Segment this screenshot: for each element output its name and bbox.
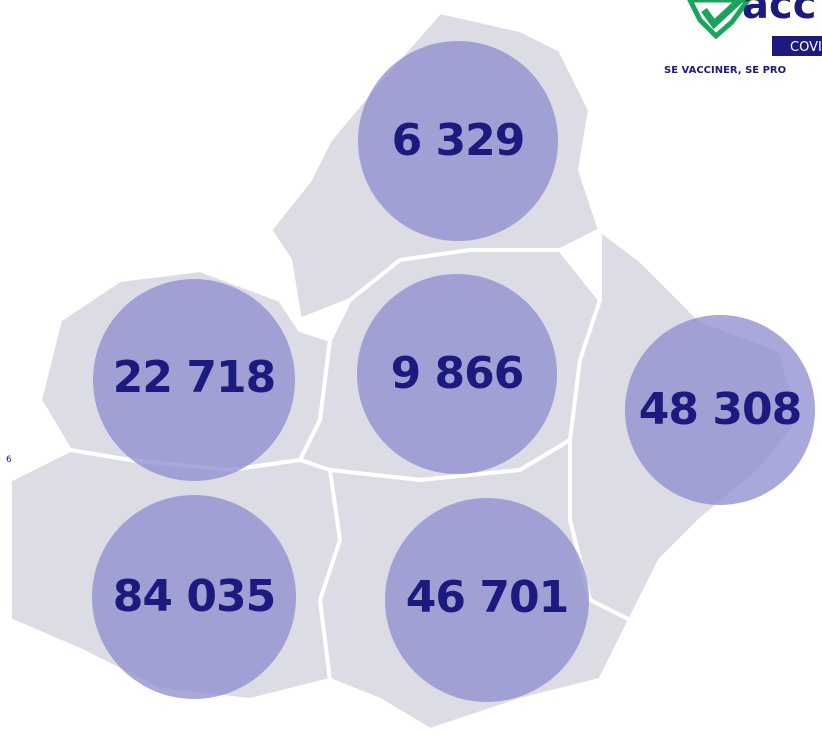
bubble [92,495,296,699]
bubble-label: 46 701 [406,572,568,623]
logo-word: acc [742,0,816,28]
bubble [357,274,557,474]
logo-badge-bg [772,36,822,56]
bubble-label: 9 866 [391,348,524,399]
logo-tagline: SE VACCINER, SE PRO [664,65,786,76]
bubble [625,315,815,505]
logo-badge: COVI [790,40,822,55]
bubble [93,279,295,481]
logo-check [701,0,743,30]
bubble [358,41,558,241]
bubble-label: 6 329 [392,115,525,166]
bubble-label: 22 718 [113,352,275,403]
logo: acc COVI SE VACCINER, SE PRO [664,0,822,76]
side-note: 6 [6,455,12,465]
bubbles: 6 329 22 718 9 866 48 308 84 035 46 701 [92,41,815,702]
bubble-label: 48 308 [639,384,801,435]
bubble [385,498,589,702]
bubble-label: 84 035 [113,571,275,622]
